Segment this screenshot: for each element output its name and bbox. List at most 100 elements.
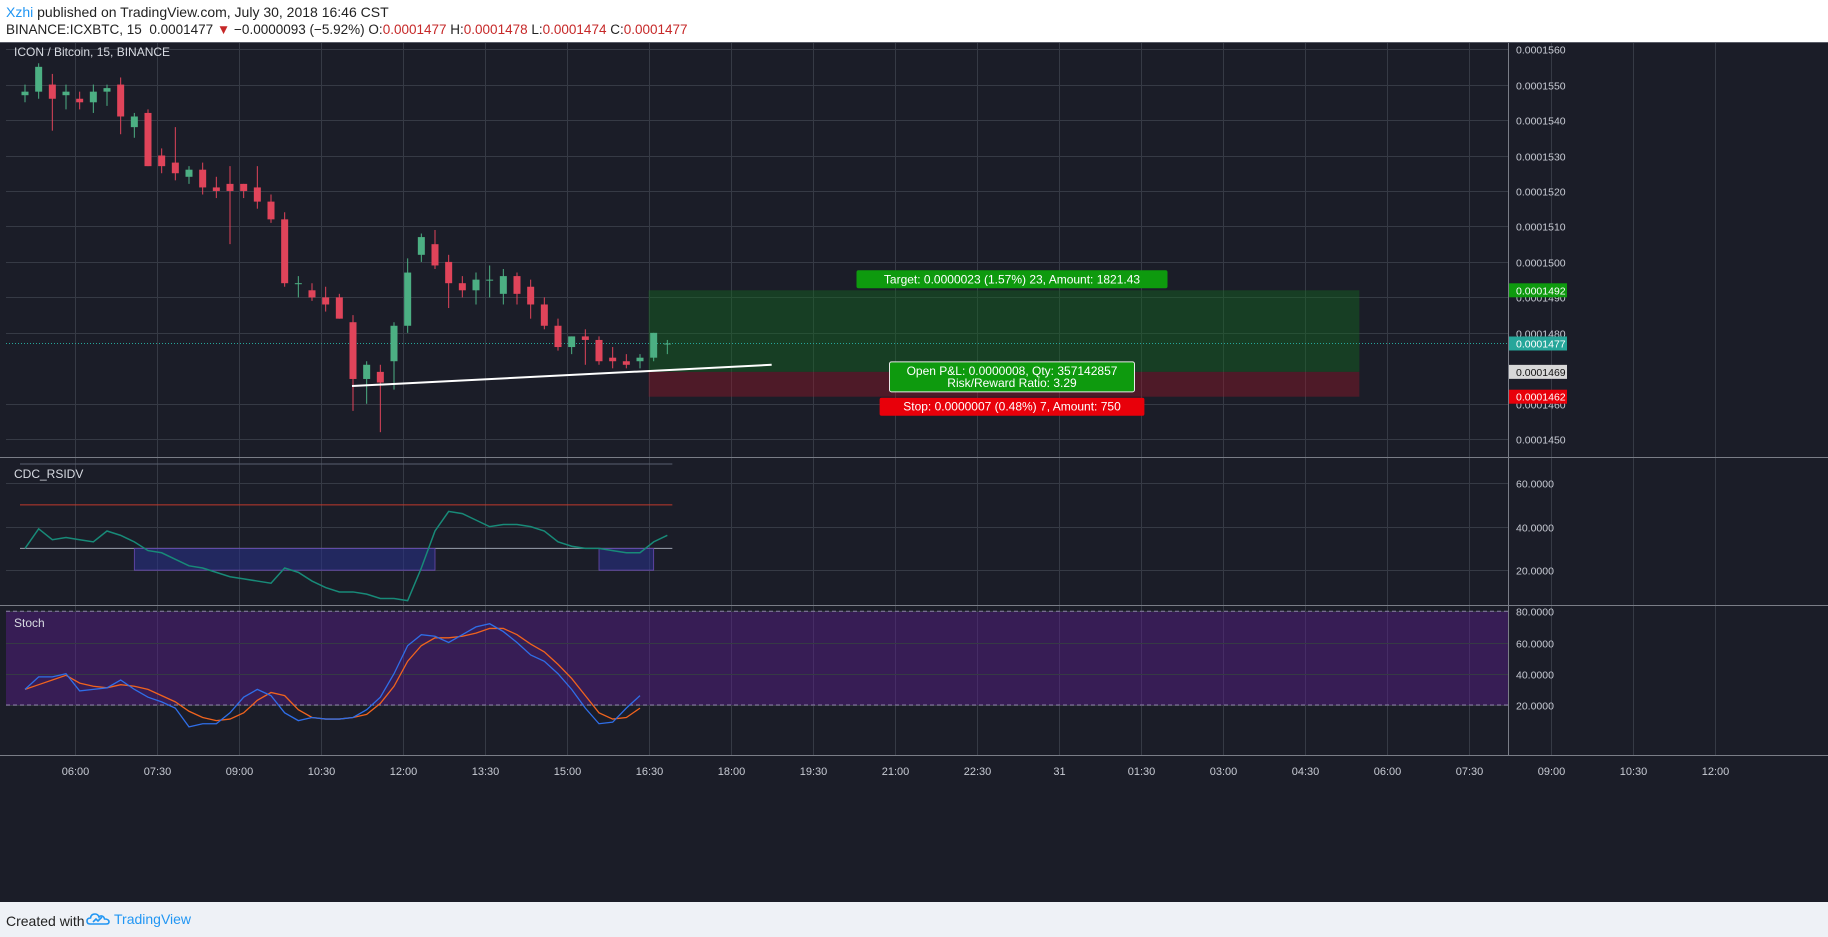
candle-up [21, 91, 29, 96]
candle-up [103, 88, 111, 92]
time-tick-label: 22:30 [964, 766, 992, 778]
candle-up [62, 91, 70, 96]
pnl-label: Risk/Reward Ratio: 3.29 [947, 376, 1077, 390]
chart-title: ICON / Bitcoin, 15, BINANCE [14, 45, 170, 59]
time-tick-label: 16:30 [636, 766, 664, 778]
entry-price-tag: 0.0001469 [1516, 367, 1566, 379]
candle-down [554, 325, 562, 348]
tradingview-brand[interactable]: TradingView [86, 910, 191, 928]
price-tick-label: 0.0001550 [1516, 81, 1566, 93]
candle-down [76, 98, 84, 103]
candle-down [349, 322, 357, 379]
rsi-tick-label: 20.0000 [1516, 566, 1554, 578]
created-with-text: Created with [6, 913, 85, 929]
price-tick-label: 0.0001450 [1516, 435, 1566, 447]
candle-up [35, 66, 43, 92]
candle-down [212, 187, 220, 191]
candle-down [48, 84, 56, 99]
last-price-tag: 0.0001477 [1516, 338, 1566, 350]
candle-down [199, 169, 207, 188]
target-price-tag-box [1509, 283, 1567, 298]
candle-down [609, 357, 617, 362]
rsi-tick-label: 60.0000 [1516, 479, 1554, 491]
stoch-k-line [24, 623, 641, 728]
candle-up [663, 343, 671, 345]
candle-down [117, 84, 125, 117]
target-label: Target: 0.0000023 (1.57%) 23, Amount: 18… [884, 272, 1141, 286]
candle-down [322, 297, 330, 305]
target-price-tag: 0.0001492 [1516, 285, 1566, 297]
high-label: H: [450, 22, 464, 37]
stop-price-tag-box [1509, 389, 1567, 404]
candle-down [540, 304, 548, 326]
candle-up [499, 276, 507, 294]
pnl-label-box [889, 361, 1135, 393]
price-change: −0.0000093 (−5.92%) [234, 22, 365, 37]
time-tick-label: 04:30 [1292, 766, 1320, 778]
time-tick-label: 07:30 [1456, 766, 1484, 778]
candle-down [376, 371, 384, 383]
price-tick-label: 0.0001520 [1516, 187, 1566, 199]
time-tick-label: 12:00 [390, 766, 418, 778]
time-tick-label: 10:30 [308, 766, 336, 778]
candle-down [581, 336, 589, 340]
candle-down [335, 297, 343, 319]
candle-up [89, 91, 97, 103]
candle-up [472, 279, 480, 291]
rsi-tick-label: 40.0000 [1516, 523, 1554, 535]
footer: Created with TradingView [0, 902, 1828, 937]
close-value: 0.0001477 [623, 22, 688, 37]
price-tick-label: 0.0001510 [1516, 222, 1566, 234]
price-tick-label: 0.0001560 [1516, 45, 1566, 57]
stop-label: Stop: 0.0000007 (0.48%) 7, Amount: 750 [903, 400, 1121, 414]
candle-down [308, 290, 316, 298]
candle-up [294, 283, 302, 285]
rsi-oversold-fill [598, 548, 655, 571]
candle-up [404, 272, 412, 326]
candle-down [144, 112, 152, 167]
candle-up [650, 332, 658, 358]
open-label: O: [368, 22, 383, 37]
time-tick-label: 07:30 [144, 766, 172, 778]
chart-header: Xzhi published on TradingView.com, July … [0, 0, 1828, 42]
time-tick-label: 15:00 [554, 766, 582, 778]
symbol-info: BINANCE:ICXBTC, 15 0.0001477 ▼ −0.000009… [6, 22, 688, 37]
time-tick-label: 09:00 [1538, 766, 1566, 778]
stop-price-tag: 0.0001462 [1516, 392, 1566, 404]
target-zone [648, 290, 1360, 372]
candle-down [158, 155, 166, 167]
tradingview-link[interactable]: TradingView [114, 911, 192, 927]
chart-canvas[interactable]: 06:00 07:30 09:00 10:30 12:00 13:30 15:00 16:30… [0, 42, 1828, 902]
close-label: C: [610, 22, 624, 37]
candle-down [431, 244, 439, 266]
low-value: 0.0001474 [542, 22, 607, 37]
time-tick-label: 13:30 [472, 766, 500, 778]
last-price-tag-box [1509, 336, 1567, 351]
chart-area[interactable]: 06:00 07:30 09:00 10:30 12:00 13:30 15:00 16:30… [0, 42, 1828, 902]
time-tick-label: 19:30 [800, 766, 828, 778]
last-price: 0.0001477 [149, 22, 214, 37]
stoch-tick-label: 80.0000 [1516, 607, 1554, 619]
time-tick-label: 10:30 [1620, 766, 1648, 778]
stoch-band-fill [6, 611, 1508, 705]
down-arrow-icon: ▼ [216, 22, 231, 37]
candle-down [171, 162, 179, 174]
candle-down [226, 183, 234, 191]
rsi-oversold-fill [133, 548, 436, 571]
candle-up [130, 116, 138, 128]
time-tick-label: 21:00 [882, 766, 910, 778]
candle-up [636, 357, 644, 362]
candle-up [390, 325, 398, 362]
price-tick-label: 0.0001540 [1516, 116, 1566, 128]
candle-down [513, 276, 521, 294]
candle-up [417, 237, 425, 255]
candle-down [527, 286, 535, 305]
candle-up [185, 169, 193, 177]
time-tick-label: 09:00 [226, 766, 254, 778]
candle-down [240, 183, 248, 191]
candle-up [568, 336, 576, 348]
tradingview-cloud-icon [86, 913, 110, 925]
author-link[interactable]: Xzhi [6, 4, 34, 20]
stoch-tick-label: 40.0000 [1516, 670, 1554, 682]
rsi-line [24, 510, 668, 602]
